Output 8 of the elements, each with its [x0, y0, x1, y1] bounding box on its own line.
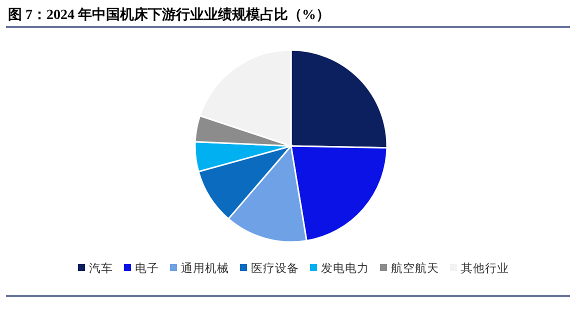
legend-label: 航空航天: [391, 261, 439, 275]
legend-label: 通用机械: [181, 261, 229, 275]
legend-label: 汽车: [89, 261, 113, 275]
chart-title: 图 7：2024 年中国机床下游行业业绩规模占比（%）: [8, 6, 330, 23]
legend-label: 医疗设备: [251, 261, 299, 275]
legend-label: 电子: [135, 261, 159, 275]
legend-label: 发电电力: [321, 261, 369, 275]
legend-label: 其他行业: [461, 261, 509, 275]
